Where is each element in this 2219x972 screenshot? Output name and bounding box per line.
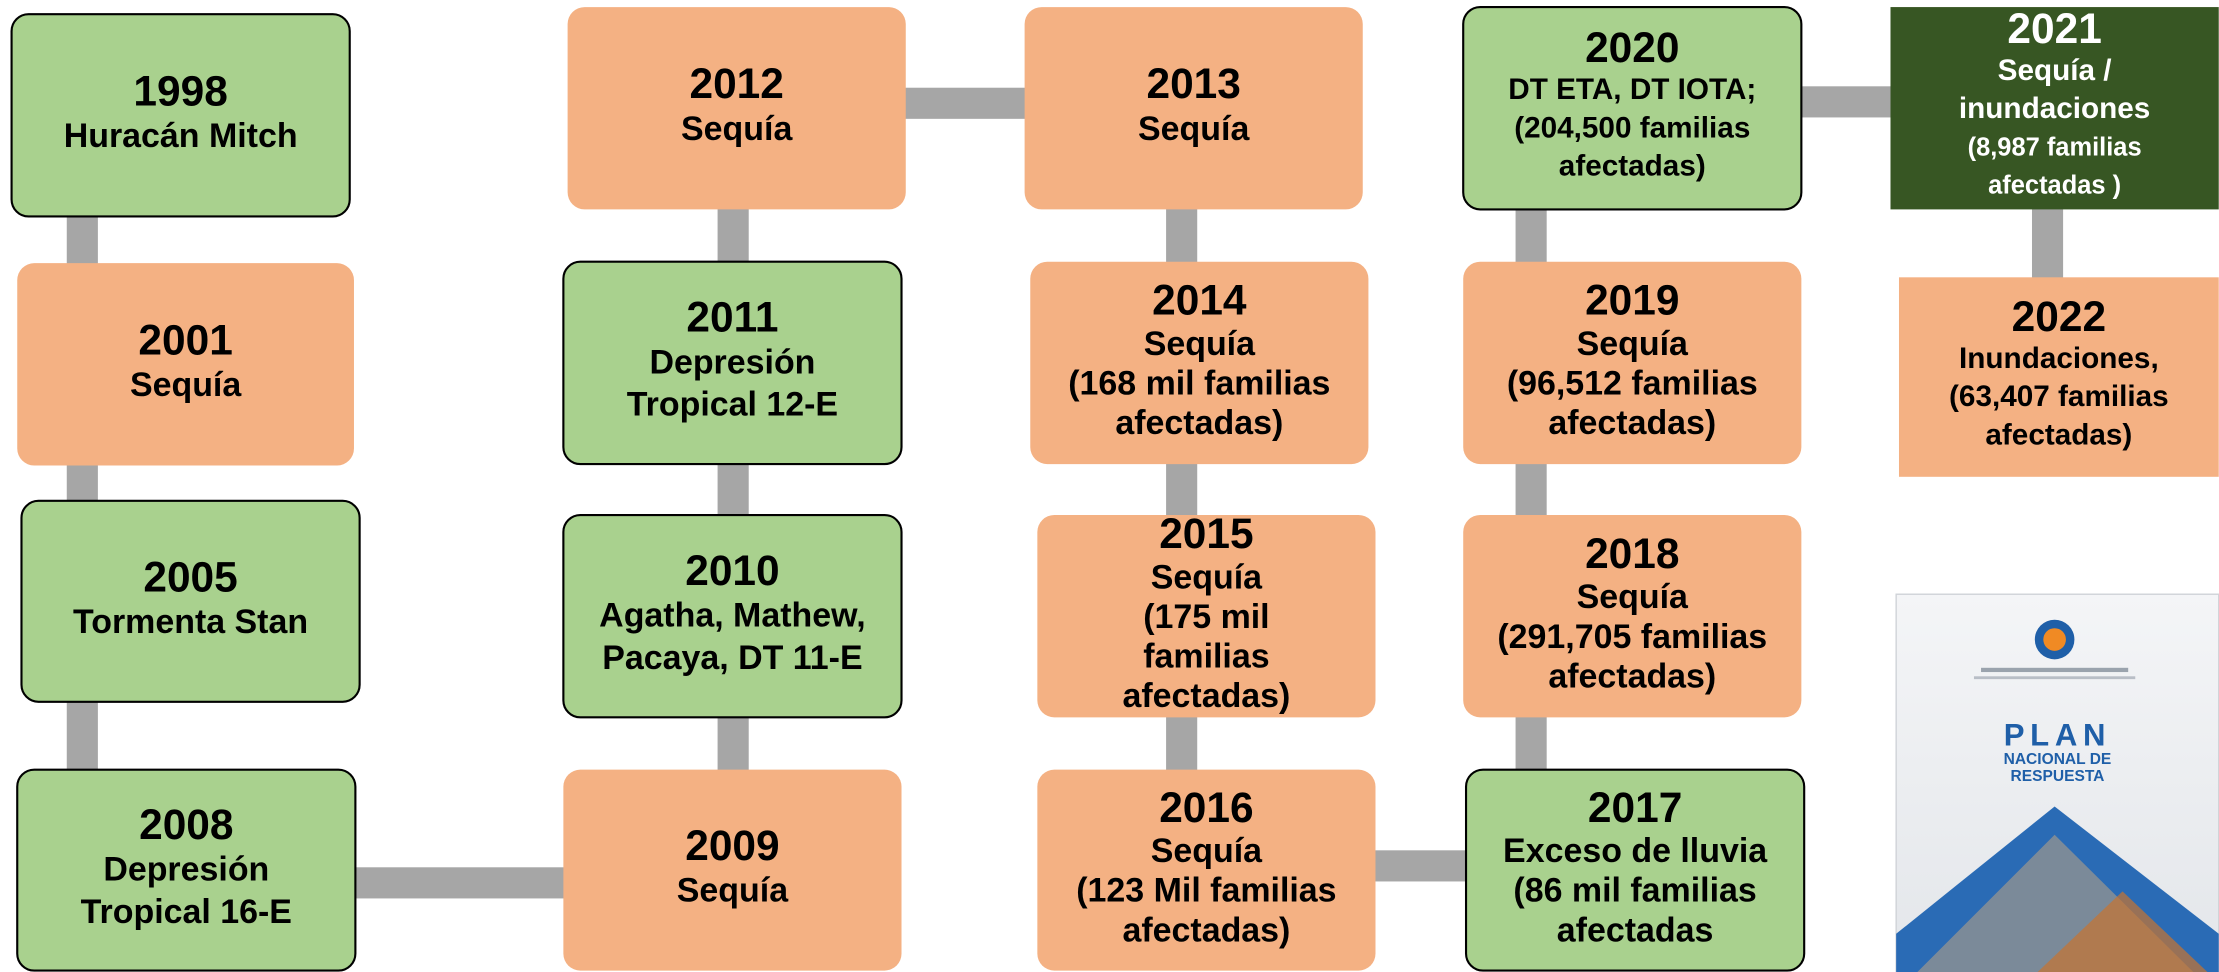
node-text: afectadas	[1557, 911, 1714, 949]
node-year: 2017	[1588, 784, 1682, 831]
node-box	[567, 7, 906, 210]
cover-title: RESPUESTA	[2011, 768, 2105, 785]
node-text: Sequía	[1577, 325, 1689, 363]
node-year: 2015	[1159, 510, 1253, 557]
node-text: (86 mil familias	[1513, 872, 1756, 910]
node-text: Exceso de lluvia	[1503, 832, 1768, 870]
node-year: 2013	[1146, 60, 1240, 107]
node-text: Sequía	[677, 872, 789, 910]
node-text: afectadas)	[1122, 677, 1290, 715]
node-year: 2018	[1585, 530, 1679, 577]
node-text: Sequía	[1577, 578, 1689, 616]
small-text	[1973, 676, 2136, 680]
node-text: (204,500 familias	[1514, 111, 1750, 144]
node-year: 2014	[1152, 277, 1247, 324]
node-text: Pacaya, DT 11-E	[602, 639, 862, 677]
node-text: Sequía	[1138, 110, 1250, 148]
node-text: afectadas)	[1115, 404, 1283, 442]
connector	[902, 87, 1028, 119]
node-box	[10, 13, 351, 218]
node-box	[563, 769, 902, 971]
node-text: Sequía	[1151, 558, 1263, 596]
node-year: 2009	[685, 822, 779, 869]
node-text: Sequía	[1151, 832, 1263, 870]
node-text: Agatha, Mathew,	[599, 597, 866, 635]
connector	[353, 867, 567, 899]
node-box	[1030, 261, 1369, 465]
node-year: 2022	[2012, 293, 2106, 340]
logo	[2043, 628, 2066, 651]
node-text: (63,407 familias	[1949, 380, 2169, 413]
node-text: Tropical 16-E	[81, 893, 292, 931]
node-box	[1462, 6, 1803, 211]
connector	[2031, 206, 2064, 281]
node-box	[16, 768, 357, 972]
node-year: 2012	[689, 60, 783, 107]
node-text: Depresión	[649, 343, 815, 381]
node-text: inundaciones	[1959, 92, 2150, 125]
node-year: 2020	[1585, 24, 1679, 71]
node-box	[562, 513, 903, 719]
node-text: afectadas)	[1985, 418, 2132, 451]
node-text: (123 Mil familias	[1076, 872, 1336, 910]
document-cover: PLAN NACIONAL DE RESPUESTA	[1895, 593, 2219, 972]
node-text: familias	[1143, 638, 1269, 676]
node-text: Huracán Mitch	[64, 117, 298, 155]
node-box	[562, 260, 903, 466]
node-year: 2016	[1159, 784, 1253, 831]
cover-photo	[2037, 891, 2208, 972]
node-year: 2005	[143, 553, 237, 600]
node-text: Inundaciones,	[1959, 342, 2159, 375]
node-box	[1024, 7, 1363, 210]
node-year: 2001	[138, 316, 232, 363]
connector	[1372, 850, 1469, 882]
node-text: Sequía	[130, 366, 242, 404]
node-year: 2008	[139, 801, 233, 848]
node-box	[1890, 7, 2219, 210]
node-year: 2010	[685, 547, 779, 594]
node-text: (168 mil familias	[1068, 365, 1330, 403]
node-text: afectadas)	[1559, 150, 1706, 183]
node-text: DT ETA, DT IOTA;	[1508, 73, 1756, 106]
node-text: Sequía /	[1998, 54, 2112, 87]
node-year: 2019	[1585, 277, 1679, 324]
node-box	[20, 499, 361, 703]
node-year: 2011	[686, 294, 778, 341]
node-text: Tormenta Stan	[73, 603, 308, 641]
node-year: 2021	[2007, 5, 2101, 52]
node-box	[1037, 515, 1376, 718]
node-text: (96,512 familias	[1507, 365, 1758, 403]
cover-title: PLAN	[2004, 717, 2111, 752]
node-text: Sequía	[681, 110, 793, 148]
node-text: afectadas)	[1548, 657, 1716, 695]
node-box	[1898, 277, 2219, 477]
node-box	[1463, 261, 1802, 465]
node-text: afectadas)	[1548, 404, 1716, 442]
node-text: Sequía	[1144, 325, 1256, 363]
node-text: (8,987 familias	[1968, 133, 2142, 161]
node-box	[1463, 515, 1802, 718]
connector	[1801, 86, 1894, 118]
small-text	[1981, 667, 2129, 673]
node-year: 1998	[133, 67, 227, 114]
node-text: afectadas )	[1988, 171, 2121, 199]
node-box	[17, 263, 354, 466]
node-text: (291,705 familias	[1497, 618, 1767, 656]
node-text: Depresión	[103, 851, 269, 889]
node-text: (175 mil	[1143, 598, 1269, 636]
node-box	[1037, 769, 1376, 971]
node-text: afectadas)	[1122, 911, 1290, 949]
node-box	[1464, 768, 1806, 972]
cover-title: NACIONAL DE	[2004, 751, 2112, 768]
node-text: Tropical 12-E	[627, 386, 838, 424]
